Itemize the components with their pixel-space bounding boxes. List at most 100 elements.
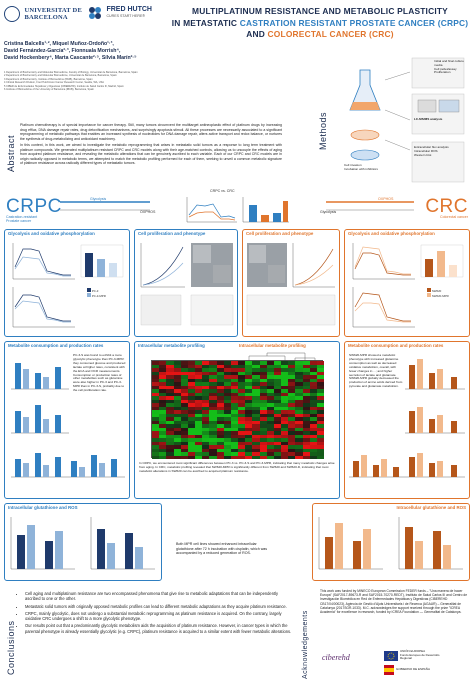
heatmap-cell: [202, 382, 210, 386]
heatmap-cell: [223, 406, 232, 411]
affiliations: 1 Department of Biochemistry and Molecul…: [4, 71, 244, 91]
heatmap-cell: [309, 406, 318, 411]
heatmap-cell: [309, 445, 318, 449]
title-crpc: castration resistant prostate cancer (CR…: [239, 17, 469, 28]
heatmap-cell: [166, 448, 174, 453]
heatmap-cell: [316, 445, 325, 449]
heatmap-cell: [316, 392, 325, 397]
heatmap-cell: [209, 368, 217, 372]
heatmap-cell: [316, 382, 325, 386]
ciberehd-logo: ciberehd: [322, 653, 350, 662]
heatmap-cell: [273, 361, 282, 365]
heatmap-cell: [180, 406, 189, 411]
heatmap-cell: [223, 361, 232, 365]
heatmap-cell: [216, 361, 224, 365]
heatmap-cell: [230, 378, 239, 383]
heatmap-cell: [266, 368, 275, 372]
heatmap-cell: [159, 445, 167, 449]
heatmap-cell: [202, 396, 210, 400]
heatmap-cell: [216, 413, 224, 418]
heatmap-cell: [273, 382, 282, 386]
heatmap-cell: [187, 371, 196, 376]
heatmap-cell: [223, 364, 232, 369]
heatmap-cell: [295, 375, 303, 379]
heatmap-cell: [152, 455, 160, 460]
heatmap-cell: [309, 396, 318, 400]
heatmap-cell: [152, 413, 160, 418]
heatmap-cell: [223, 438, 232, 442]
heatmap-cell: [173, 438, 181, 442]
heatmap-cell: [216, 455, 224, 460]
heatmap-cell: [273, 427, 282, 432]
authors-line1: Cristina Balcells¹·², Miquel Muñoz-Ordoñ…: [4, 41, 114, 47]
heatmap-cell: [152, 396, 160, 400]
conclusion-item: Metastatic solid tumors with originally …: [25, 604, 292, 609]
panel-title: Glycolysis and oxidative phosphorylation: [348, 231, 435, 236]
heatmap-cell: [288, 375, 296, 379]
heatmap-cell: [302, 406, 310, 411]
heatmap-cell: [173, 413, 181, 418]
heatmap-cell: [195, 413, 203, 418]
heatmap-cell: [180, 420, 189, 425]
methods-phenotype-item: Cell invasion: [344, 163, 362, 167]
heatmap-cell: [288, 438, 296, 442]
heatmap-cell: [252, 403, 260, 407]
heatmap-cell: [195, 368, 203, 372]
methods-mass-spec: LC-MS/MS analysis: [414, 117, 443, 121]
heatmap-cell: [166, 420, 174, 425]
heatmap-cell: [302, 448, 310, 453]
heatmap-cell: [159, 431, 167, 435]
heatmap-cell: [202, 378, 210, 383]
heatmap-cell: [195, 396, 203, 400]
heatmap-cell: [159, 434, 167, 439]
heatmap-cell: [166, 427, 174, 432]
abstract-body: Platinum chemotherapy is of special impo…: [20, 123, 282, 168]
heatmap-cell: [316, 378, 325, 383]
heatmap-cell: [266, 441, 275, 446]
heatmap-cell: [238, 413, 246, 418]
panel-metabolites-crpc: Metabolite consumption and production ra…: [4, 341, 130, 499]
heatmap-cell: [173, 368, 181, 372]
heatmap-cell: [316, 434, 325, 439]
heatmap-cell: [202, 413, 210, 418]
heatmap-cell: [152, 392, 160, 397]
heatmap-cell: [173, 361, 181, 365]
heatmap-cell: [252, 368, 260, 372]
heatmap-cell: [273, 448, 282, 453]
heatmap-cell: [202, 371, 210, 376]
heatmap-cell: [216, 368, 224, 372]
heatmap-cell: [216, 424, 224, 428]
heatmap-cell: [238, 427, 246, 432]
heatmap-cell: [230, 385, 239, 390]
heatmap-cell: [195, 378, 203, 383]
heatmap-cell: [180, 448, 189, 453]
heatmap-cell: [238, 361, 246, 365]
heatmap-cell: [166, 452, 174, 456]
heatmap-cell: [259, 396, 267, 400]
heatmap-cell: [252, 382, 260, 386]
heatmap-cell: [195, 420, 203, 425]
heatmap-cell: [223, 389, 232, 393]
heatmap-cell: [159, 448, 167, 453]
heatmap-cell: [238, 424, 246, 428]
heatmap-cell: [252, 455, 260, 460]
heatmap-cell: [195, 406, 203, 411]
heatmap-cell: [309, 417, 318, 421]
heatmap-cell: [316, 438, 325, 442]
heatmap-cell: [195, 364, 203, 369]
heatmap-cell: [187, 452, 196, 456]
heatmap-cell: [288, 455, 296, 460]
heatmap-cell: [316, 385, 325, 390]
heatmap-cell: [166, 375, 174, 379]
heatmap-cell: [273, 368, 282, 372]
heatmap-cell: [302, 455, 310, 460]
heatmap-cell: [252, 378, 260, 383]
heatmap-dendrogram: [248, 352, 316, 361]
heatmap-cell: [252, 441, 260, 446]
heatmap-cell: [316, 375, 325, 379]
heatmap-cell: [266, 396, 275, 400]
heatmap-cell: [202, 427, 210, 432]
heatmap-cell: [238, 396, 246, 400]
heatmap-cell: [195, 434, 203, 439]
heatmap-cell: [252, 417, 260, 421]
